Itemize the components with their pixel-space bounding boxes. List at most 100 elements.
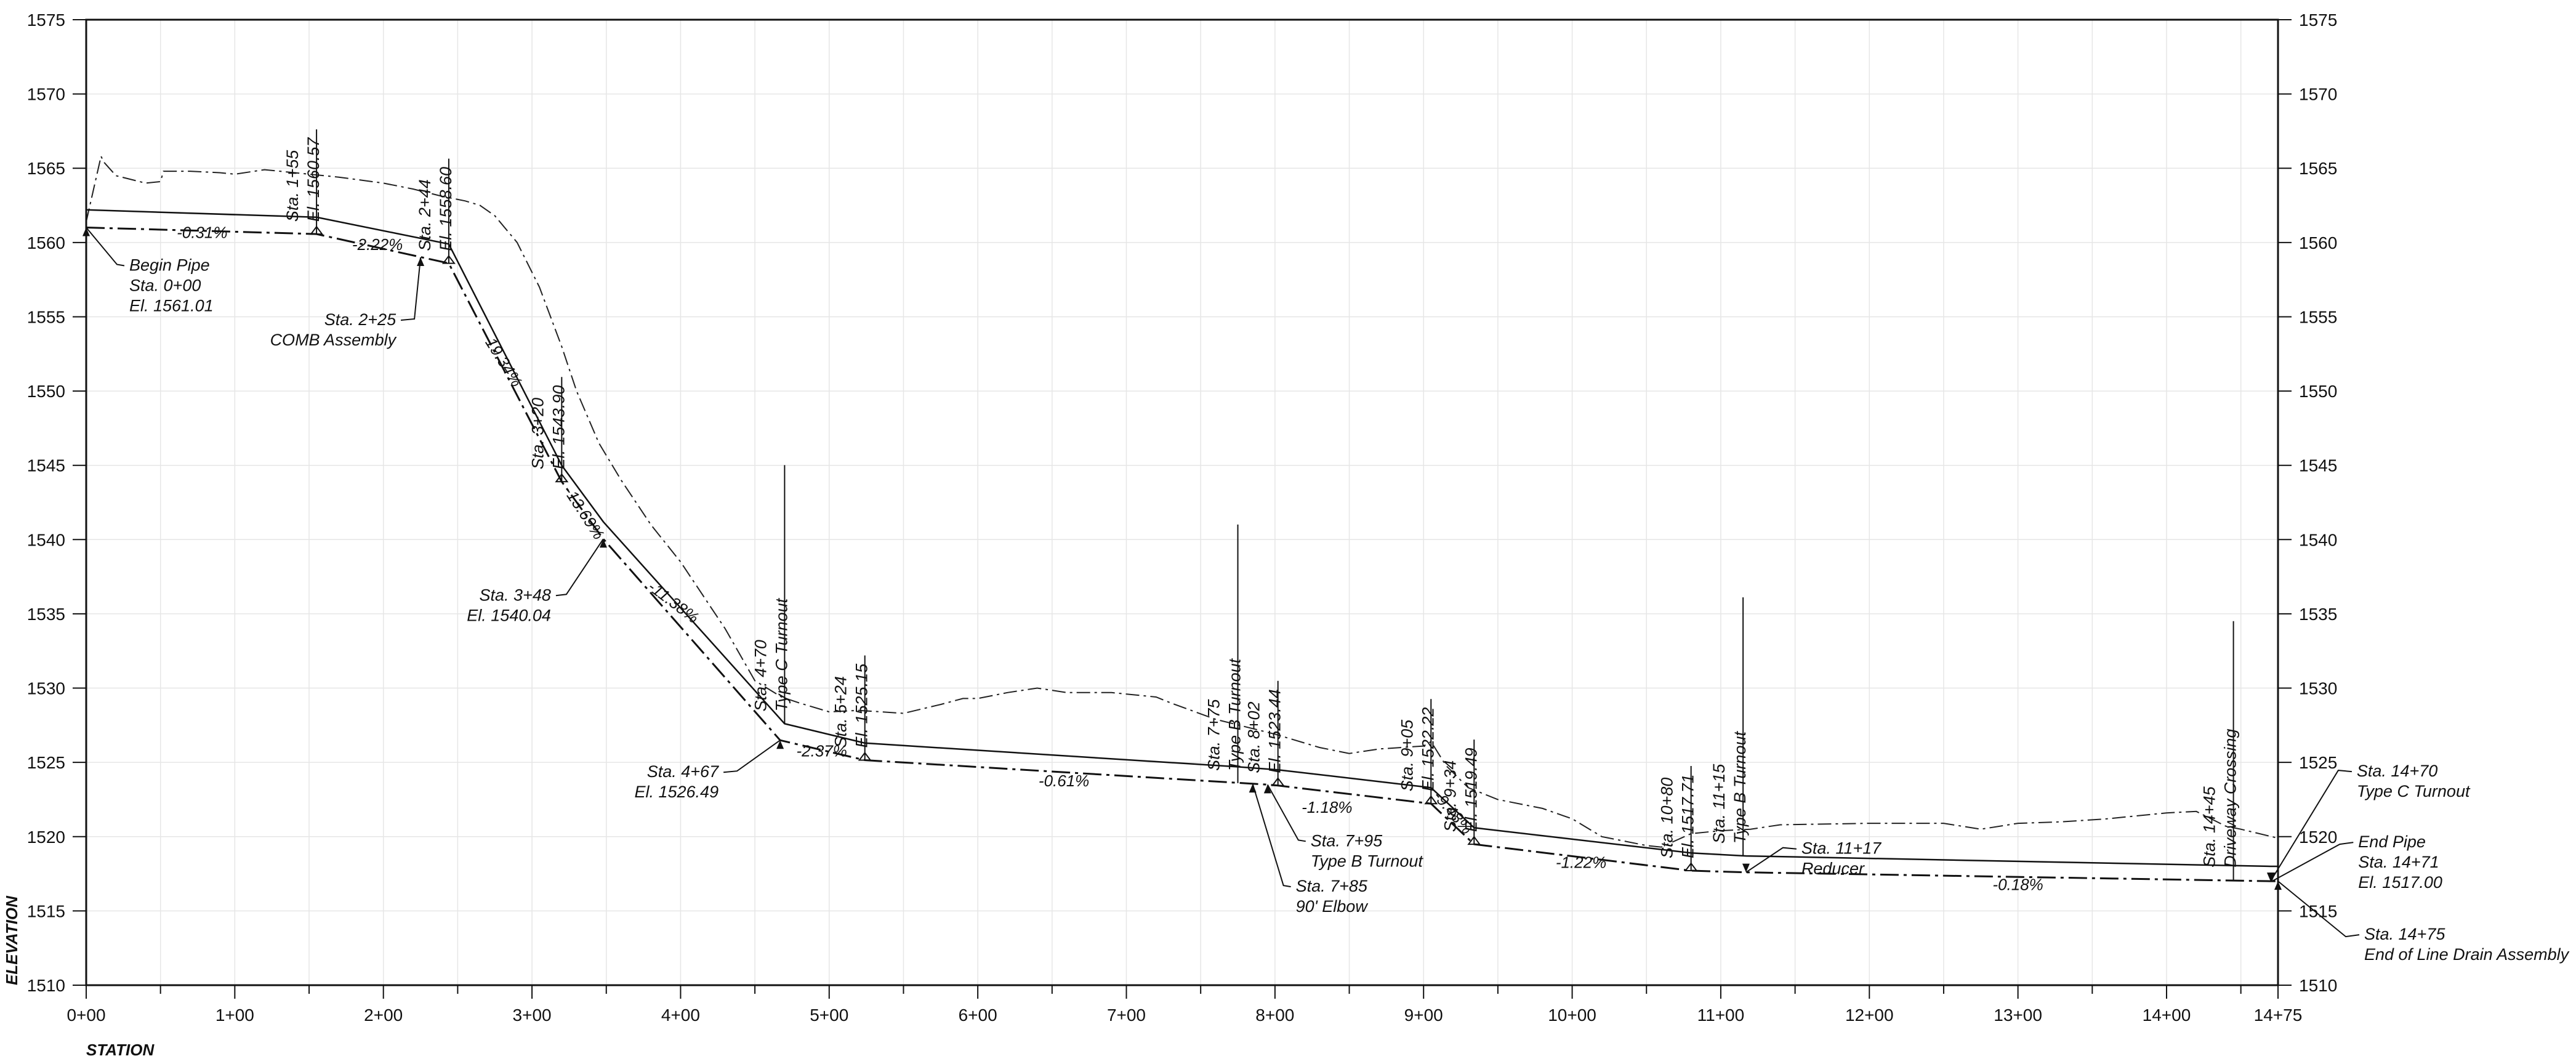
station-label-line: Sta. 1+55 (283, 150, 302, 222)
existing-ground-line (86, 154, 2279, 848)
station-label-line: El. 1523.44 (1266, 689, 1284, 773)
station-marker-triangle (1271, 777, 1285, 786)
station-label-line: El. 1525.15 (853, 663, 871, 748)
axes: 1510 1510 1515 1515 1520 1520 1525 1525 1530 1530… (27, 10, 2338, 1025)
y-tick-label-left: 1515 (27, 901, 65, 921)
y-tick-label-right: 1540 (2299, 530, 2337, 549)
x-tick-label: 12+00 (1845, 1006, 1894, 1025)
x-tick-label: 14+75 (2254, 1006, 2303, 1025)
grid (86, 20, 2278, 985)
station-label-line: Sta. 7+75 (1205, 699, 1223, 771)
callout-label-line: Begin Pipe (129, 256, 210, 275)
y-tick-label-left: 1550 (27, 382, 65, 401)
callout-leader-line (2271, 842, 2354, 882)
station-label-line: El. 1519.49 (1462, 748, 1480, 832)
x-tick-label: 7+00 (1107, 1006, 1146, 1025)
callout-label-line: El. 1526.49 (634, 783, 718, 801)
callout-leader-line (2277, 881, 2360, 938)
callout-leader-line (723, 740, 781, 773)
station-label-line: Sta. 14+45 (2200, 786, 2219, 867)
station-marker-triangle (441, 254, 456, 264)
y-tick-label-left: 1570 (27, 85, 65, 104)
x-tick-label: 13+00 (1994, 1006, 2042, 1025)
y-tick-label-right: 1560 (2299, 233, 2337, 252)
callout-label-line: Sta. 11+17 (1801, 839, 1882, 858)
callout-label-line: End Pipe (2358, 832, 2426, 851)
callout-leader-line (86, 227, 125, 267)
y-tick-label-right: 1555 (2299, 307, 2337, 326)
callout-arrowhead (1742, 863, 1750, 873)
station-label-line: El. 1560.57 (304, 137, 323, 222)
x-tick-label: 2+00 (364, 1006, 403, 1025)
y-tick-label-left: 1540 (27, 530, 65, 549)
slope-label: -13.69% (560, 483, 608, 543)
callout-label-line: Sta. 2+25 (324, 310, 396, 329)
callout-label-line: Sta. 7+85 (1296, 877, 1368, 895)
x-tick-label: 0+00 (66, 1006, 105, 1025)
callout-label-line: Reducer (1801, 860, 1865, 878)
x-tick-label: 1+00 (215, 1006, 254, 1025)
callout-arrowhead (599, 539, 607, 548)
y-tick-label-left: 1520 (27, 828, 65, 847)
station-label-line: El. 1543.90 (549, 385, 568, 470)
pipe-invert-line (86, 227, 2278, 882)
callout-leader-line (1266, 784, 1306, 842)
callout-label-line: El. 1561.01 (129, 297, 214, 315)
callout-leader-line (1252, 783, 1291, 888)
station-label-line: Sta. 9+34 (1441, 760, 1459, 832)
x-tick-label: 3+00 (513, 1006, 552, 1025)
station-label-line: El. 1558.60 (437, 167, 455, 251)
station-label-line: Type C Turnout (772, 597, 791, 711)
slope-label: -0.18% (1992, 876, 2043, 894)
station-label-line: Sta. 4+70 (751, 640, 770, 711)
profile-lines (86, 154, 2279, 882)
slope-label: -19.34% (479, 329, 526, 390)
callout-label-line: El. 1517.00 (2358, 873, 2442, 892)
callout-label-line: Type C Turnout (2357, 782, 2471, 800)
station-label-line: Sta. 11+15 (1710, 764, 1728, 844)
station-marker-triangle (555, 473, 569, 483)
callout-arrowhead (776, 740, 784, 749)
callout-label-line: COMB Assembly (270, 331, 397, 349)
station-label-line: Sta. 10+80 (1658, 778, 1676, 858)
y-tick-label-right: 1550 (2299, 382, 2337, 401)
x-tick-label: 6+00 (959, 1006, 997, 1025)
x-tick-label: 9+00 (1404, 1006, 1443, 1025)
y-tick-label-left: 1525 (27, 753, 65, 772)
callout-leader-line (1745, 847, 1797, 873)
y-tick-label-right: 1565 (2299, 159, 2337, 178)
x-tick-label: 4+00 (661, 1006, 700, 1025)
station-label-line: Sta. 2+44 (416, 179, 434, 251)
callout-label-line: Sta. 7+95 (1311, 831, 1383, 850)
y-tick-label-left: 1545 (27, 456, 65, 475)
callout-label-line: Sta. 14+75 (2364, 925, 2445, 943)
station-label-line: Sta. 3+20 (528, 398, 547, 469)
station-marker-triangle (858, 751, 872, 761)
x-tick-label: 5+00 (810, 1006, 848, 1025)
callout-leader-line (401, 257, 422, 321)
y-tick-label-left: 1555 (27, 307, 65, 326)
callout-label-line: 90' Elbow (1296, 897, 1369, 916)
y-tick-label-left: 1565 (27, 159, 65, 178)
station-label-line: Driveway Crossing (2221, 729, 2240, 868)
callout-label-line: Sta. 14+70 (2357, 762, 2437, 780)
station-marker-triangle (1684, 862, 1698, 872)
y-tick-label-right: 1535 (2299, 605, 2337, 624)
x-tick-label: 14+00 (2143, 1006, 2191, 1025)
station-label-line: Sta. 8+02 (1245, 701, 1263, 773)
callout-arrowhead (2268, 873, 2276, 882)
y-tick-label-left: 1510 (27, 976, 65, 995)
slope-label: -1.22% (1556, 853, 1606, 871)
y-tick-label-right: 1570 (2299, 85, 2337, 104)
callout-arrowhead (417, 257, 425, 266)
callout-label-line: Sta. 4+67 (647, 762, 719, 781)
y-tick-label-right: 1545 (2299, 456, 2337, 475)
y-axis-title: ELEVATION (2, 895, 21, 985)
slope-label: -1.18% (1302, 798, 1352, 816)
callout-label-line: Type B Turnout (1311, 852, 1424, 870)
callout-label-line: End of Line Drain Assembly (2364, 945, 2570, 964)
slope-label: -2.22% (352, 235, 403, 254)
station-label-line: Sta. 5+24 (832, 676, 850, 748)
